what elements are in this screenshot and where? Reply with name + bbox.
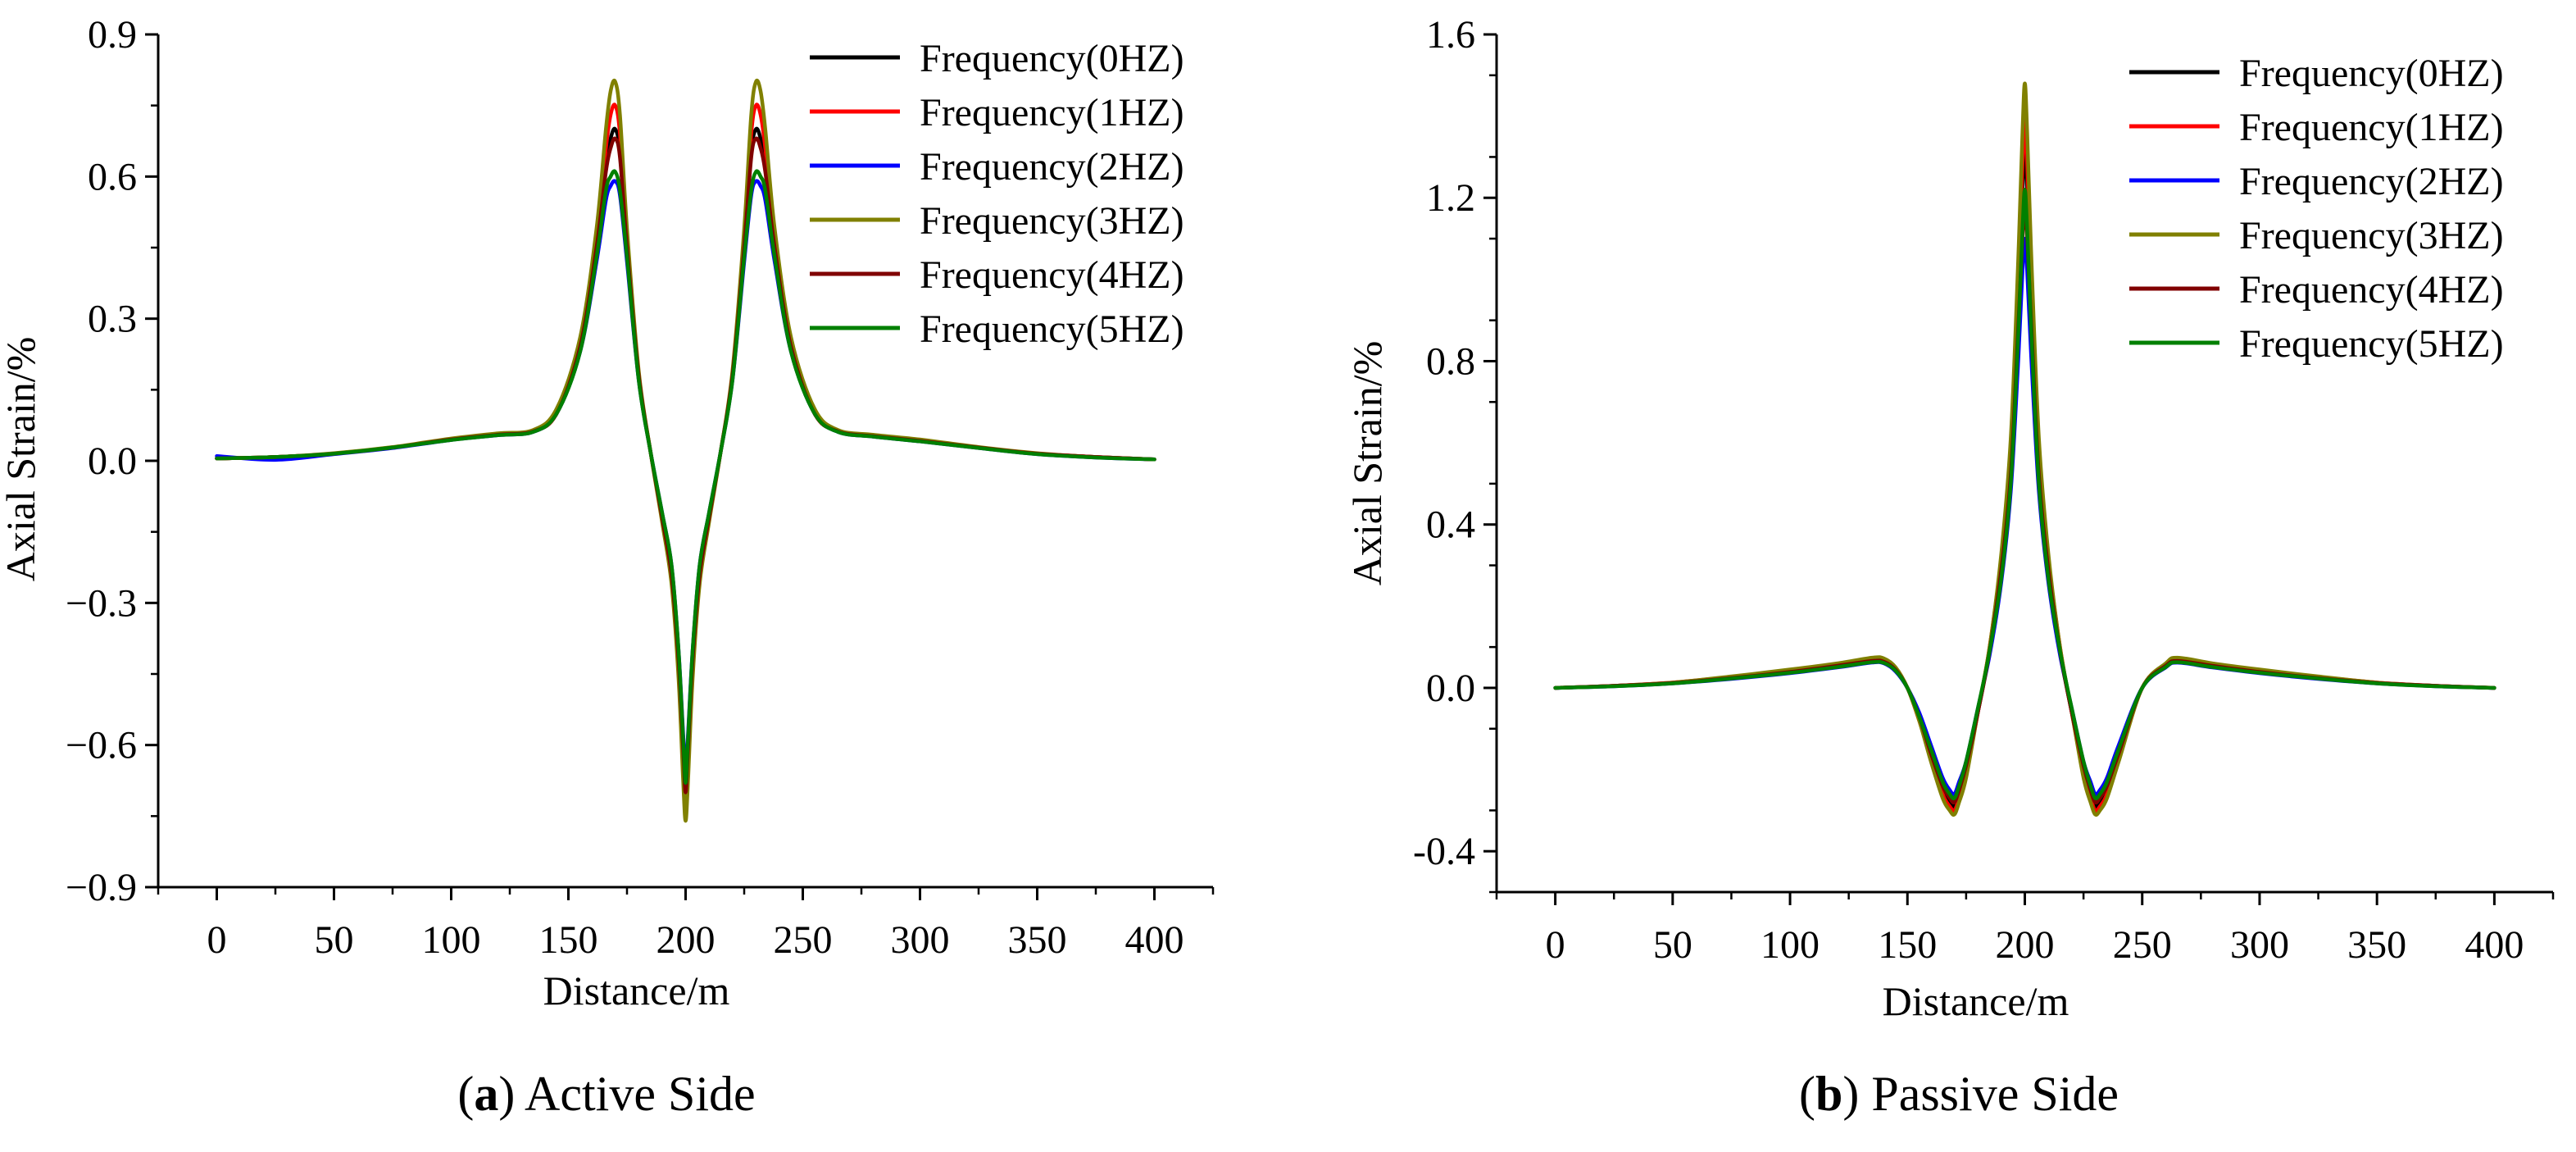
x-axis-label-b: Distance/m <box>1883 978 2069 1024</box>
x-tick-label-b: 350 <box>2347 923 2406 967</box>
legend-b: Frequency(0HZ) Frequency(1HZ) Frequency(2H… <box>2129 52 2504 366</box>
y-tick-label-b: -0.4 <box>1413 830 1475 873</box>
legend-label-4hz-b: Frequency(4HZ) <box>2239 268 2504 312</box>
x-tick-label-a: 400 <box>1125 918 1184 962</box>
x-tick-label-a: 50 <box>315 918 354 962</box>
x-tick-label-a: 200 <box>656 918 716 962</box>
x-tick-label-a: 150 <box>539 918 598 962</box>
x-tick-label-b: 250 <box>2113 923 2172 967</box>
x-tick-label-b: 150 <box>1878 923 1937 967</box>
y-tick-label-a: −0.9 <box>66 866 137 909</box>
series-line-3hz-a <box>215 78 1156 823</box>
caption-active-side: (a) Active Side <box>457 1067 756 1121</box>
y-tick-label-b: 0.8 <box>1426 339 1475 383</box>
x-tick-label-a: 0 <box>207 918 227 962</box>
x-tick-label-a: 250 <box>774 918 833 962</box>
x-tick-label-b: 200 <box>1996 923 2055 967</box>
x-tick-label-b: 50 <box>1653 923 1692 967</box>
y-tick-label-a: 0.9 <box>88 13 137 57</box>
legend-a: Frequency(0HZ) Frequency(1HZ) Frequency(2H… <box>810 37 1184 351</box>
x-tick-label-a: 100 <box>422 918 481 962</box>
legend-label-1hz-b: Frequency(1HZ) <box>2239 106 2504 149</box>
legend-label-3hz-b: Frequency(3HZ) <box>2239 214 2504 257</box>
y-axis-label-a: Axial Strain/% <box>0 337 43 582</box>
y-tick-label-a: 0.6 <box>88 155 137 198</box>
legend-label-5hz-a: Frequency(5HZ) <box>920 307 1184 351</box>
caption-passive-side: (b) Passive Side <box>1798 1067 2119 1121</box>
chart-active-side: 0 50 100 150 200 250 300 350 400 −0.9 −0.6 −0.3 0.0 0… <box>0 13 1215 1013</box>
legend-label-3hz-a: Frequency(3HZ) <box>920 199 1184 243</box>
legend-label-5hz-b: Frequency(5HZ) <box>2239 322 2504 366</box>
y-tick-label-b: 0.4 <box>1426 503 1475 547</box>
y-tick-label-b: 0.0 <box>1426 667 1475 710</box>
caption-text-a: Active Side <box>515 1067 756 1121</box>
x-axis-label-a: Distance/m <box>543 968 730 1013</box>
y-tick-label-a: −0.6 <box>66 724 137 767</box>
series-line-5hz-a <box>215 169 1156 785</box>
y-tick-label-b: 1.2 <box>1426 176 1475 220</box>
x-tick-label-b: 400 <box>2465 923 2524 967</box>
chart-passive-side: 0 50 100 150 200 250 300 350 400 -0.4 0.0 0.4 0.8 1.2… <box>1344 13 2555 1024</box>
y-axis-label-b: Axial Strain/% <box>1344 341 1390 586</box>
x-tick-label-a: 300 <box>891 918 950 962</box>
x-tick-label-b: 100 <box>1760 923 1820 967</box>
caption-letter-b: b <box>1815 1067 1843 1121</box>
y-tick-label-a: 0.0 <box>88 439 137 483</box>
y-tick-label-a: −0.3 <box>66 581 137 625</box>
x-tick-label-b: 0 <box>1546 923 1565 967</box>
legend-label-1hz-a: Frequency(1HZ) <box>920 91 1184 134</box>
x-tick-label-a: 350 <box>1008 918 1067 962</box>
legend-label-2hz-b: Frequency(2HZ) <box>2239 160 2504 203</box>
x-tick-label-b: 300 <box>2230 923 2289 967</box>
legend-label-2hz-a: Frequency(2HZ) <box>920 145 1184 189</box>
legend-label-4hz-a: Frequency(4HZ) <box>920 253 1184 297</box>
series-line-5hz-b <box>1553 188 2496 801</box>
caption-letter-a: a <box>474 1067 499 1121</box>
legend-label-0hz-b: Frequency(0HZ) <box>2239 52 2504 95</box>
caption-text-b: Passive Side <box>1859 1067 2119 1121</box>
legend-label-0hz-a: Frequency(0HZ) <box>920 37 1184 80</box>
y-tick-label-b: 1.6 <box>1426 13 1475 57</box>
y-tick-label-a: 0.3 <box>88 298 137 341</box>
